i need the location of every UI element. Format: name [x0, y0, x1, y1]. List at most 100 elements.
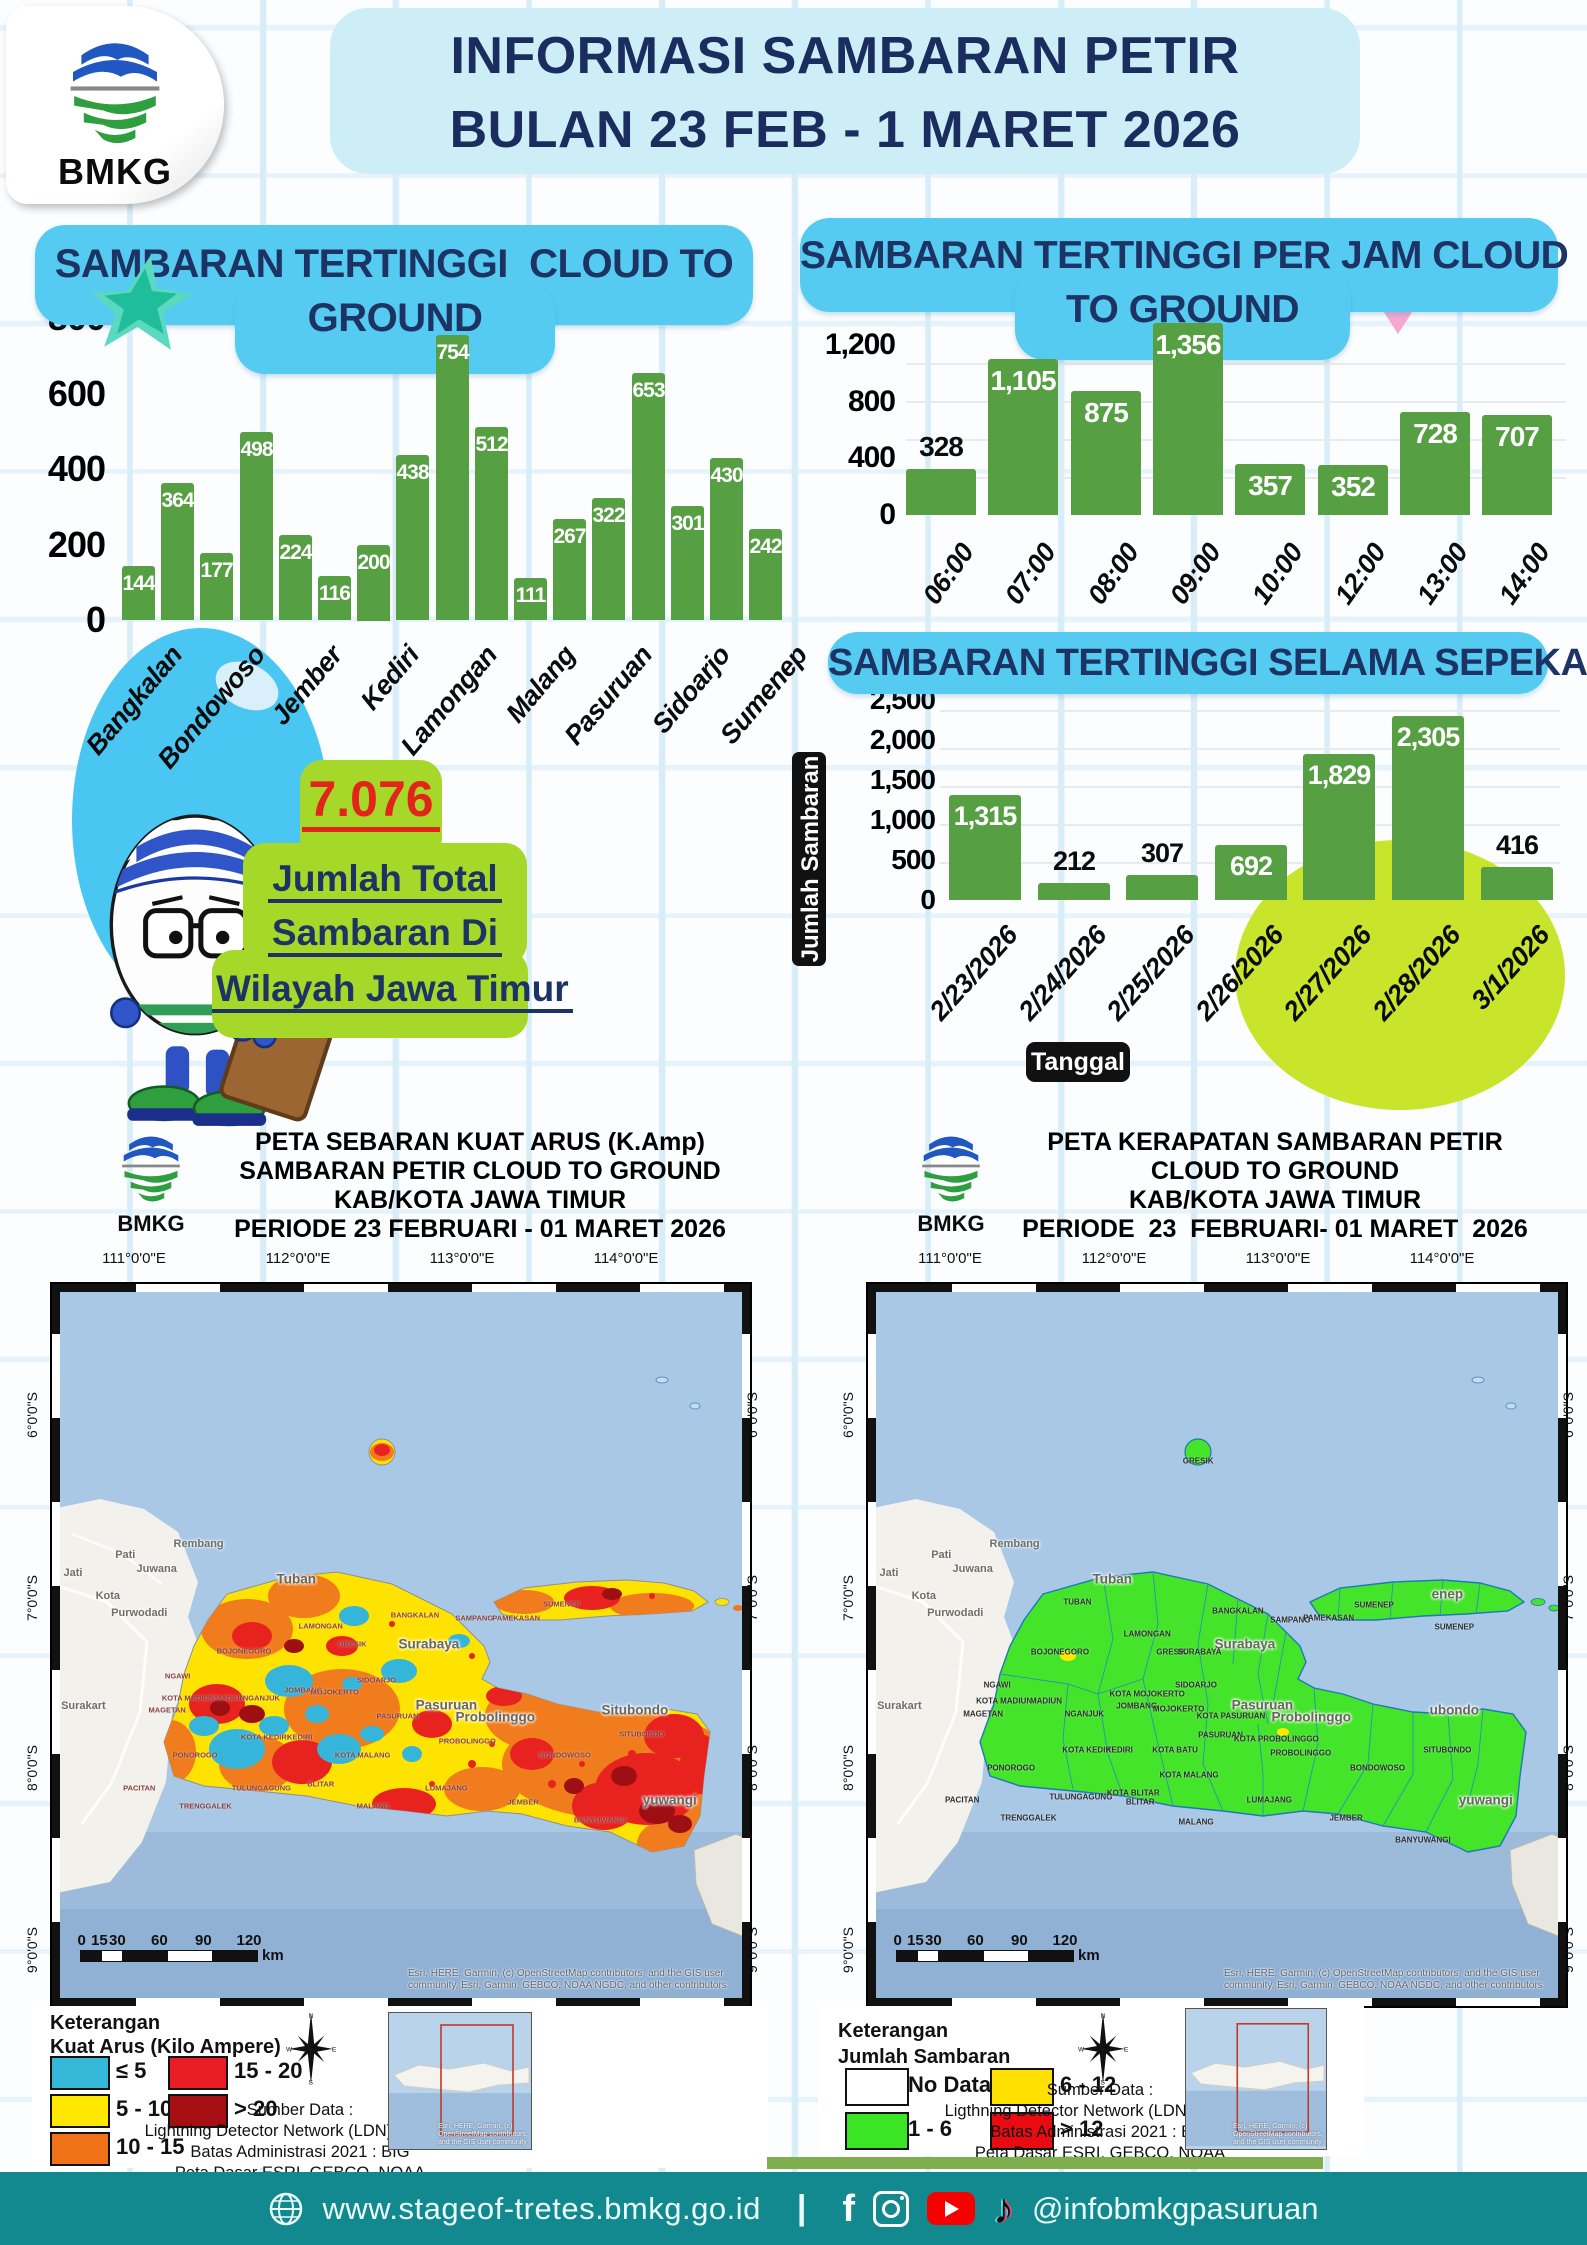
map-label-pacitan: PACITAN — [945, 1795, 980, 1805]
latitude-label: 8°0'0"S — [840, 1745, 856, 1791]
map-label-purwodadi: Purwodadi — [111, 1606, 168, 1619]
y-axis-tick: 400 — [47, 448, 106, 489]
bar-16: 242 — [749, 529, 783, 620]
chart1-title-line2: GROUND — [307, 296, 483, 340]
scale-tick: 30 — [924, 1932, 942, 1949]
map-label-bojonegoro: BOJONEGORO — [216, 1646, 272, 1656]
poster-title-line1: INFORMASI SAMBARAN PETIR — [450, 27, 1240, 85]
longitude-label: 113°0'0"E — [1245, 1250, 1311, 1267]
left-legend-title2: Kuat Arus (Kilo Ampere) — [50, 2036, 281, 2058]
map-label-sidoarjo: SIDOARJO — [1175, 1680, 1217, 1690]
bar-2: 177 — [200, 553, 234, 620]
latitude-label: 6°0'0"S — [24, 1392, 40, 1438]
y-axis-tick: 200 — [47, 524, 106, 565]
map-label-ngawi: NGAWI — [983, 1680, 1011, 1690]
y-axis-tick: 400 — [847, 441, 896, 474]
bar-value-label: 224 — [279, 541, 312, 564]
map-label-trenggalek: TRENGGALEK — [1000, 1813, 1057, 1823]
bmkg-logo-text: BMKG — [58, 151, 172, 192]
bar-value-label: 177 — [200, 559, 233, 582]
map-label-probolinggo: Probolinggo — [455, 1709, 535, 1725]
tiktok-icon[interactable]: ♪ — [993, 2184, 1014, 2232]
map-label-kota-blitar: KOTA BLITAR — [1106, 1788, 1160, 1798]
map-label-sumenep: SUMENEP — [1434, 1622, 1475, 1632]
bar-11: 267 — [553, 519, 587, 620]
map-label-surabaya: Surabaya — [1214, 1636, 1276, 1652]
longitude-label: 111°0'0"E — [102, 1250, 166, 1267]
source-line: Sumber Data : — [1046, 2081, 1154, 2099]
inset-attribution: Esri, HERE, Garmin, (c) OpenStreetMap co… — [1233, 2123, 1323, 2146]
map-label-sumenep: SUMENEP — [542, 1599, 581, 1609]
latitude-label: 9°0'0"S — [840, 1927, 856, 1973]
left-legend-title1: Keterangan — [50, 2012, 161, 2034]
scale-tick: 120 — [236, 1932, 262, 1949]
map-label-kota-mojokerto: KOTA MOJOKERTO — [1109, 1689, 1185, 1699]
map-label-kota-probolinggo: KOTA PROBOLINGGO — [1233, 1734, 1319, 1744]
left-map-title: PETA SEBARAN KUAT ARUS (K.Amp) SAMBARAN … — [215, 1128, 745, 1244]
right-legend-title2: Jumlah Sambaran — [838, 2046, 1011, 2068]
map-label-kediri: KEDIRI — [1105, 1745, 1133, 1755]
chart3-ylabel-chip: Jumlah Sambaran — [792, 752, 826, 966]
map-label-kota-malang: KOTA MALANG — [1159, 1770, 1219, 1780]
map-label-jember: JEMBER — [1329, 1813, 1363, 1823]
map-label-kediri: KEDIRI — [287, 1732, 313, 1742]
map-label-sampang: SAMPANG — [455, 1613, 494, 1623]
green-divider — [767, 2157, 1323, 2169]
poster-title-chip: INFORMASI SAMBARAN PETIR BULAN 23 FEB - … — [330, 8, 1360, 174]
callout-box-bottom — [212, 950, 528, 1038]
footer-social-handle[interactable]: @infobmkgpasuruan — [1032, 2190, 1319, 2226]
map-label-nganjuk: NGANJUK — [242, 1693, 280, 1703]
map-label-tulungagung: TULUNGAGUNG — [231, 1783, 291, 1793]
poster-title-line2: BULAN 23 FEB - 1 MARET 2026 — [449, 101, 1241, 159]
bar-value-label: 116 — [319, 582, 351, 605]
footer-website-link[interactable]: www.stageof-tretes.bmkg.go.id — [322, 2190, 761, 2226]
map-label-pasuruan: Pasuruan — [415, 1697, 478, 1713]
map-label-ngawi: NGAWI — [164, 1671, 191, 1681]
right-map-labels: Pati Juwana Rembang Jati Kota Purwodadi Suraka… — [868, 1284, 1566, 2006]
map-label-probolinggo: Probolinggo — [1271, 1709, 1351, 1725]
bar-5: 116 — [318, 576, 351, 620]
right-map-scalebar: 0 15 30 60 90 120 km — [893, 1932, 1136, 1964]
scale-unit: km — [1078, 1947, 1100, 1964]
x-axis-tick: Sumenep — [714, 640, 813, 750]
right-map-title-line2: CLOUD TO GROUND — [1150, 1157, 1400, 1185]
instagram-icon[interactable] — [873, 2190, 909, 2227]
map-label-bangkalan: BANGKALAN — [1212, 1606, 1264, 1616]
longitude-label: 112°0'0"E — [265, 1250, 331, 1267]
map-label-probolinggo: PROBOLINGGO — [1270, 1748, 1332, 1758]
longitude-label: 113°0'0"E — [429, 1250, 495, 1267]
latitude-label: 7°0'0"S — [840, 1575, 856, 1621]
total-strikes-line1: Jumlah Total — [268, 858, 502, 903]
y-axis-tick: 1,200 — [824, 328, 896, 361]
footer-separator: | — [796, 2189, 807, 2227]
scale-tick: 0 — [77, 1932, 86, 1949]
map-label-kota: Kota — [95, 1589, 121, 1602]
left-map-title-line4: PERIODE 23 FEBRUARI - 01 MARET 2026 — [234, 1215, 726, 1243]
right-map-title: PETA KERAPATAN SAMBARAN PETIR CLOUD TO G… — [1010, 1128, 1540, 1244]
map-label-blitar: BLITAR — [307, 1779, 335, 1789]
facebook-icon[interactable]: f — [842, 2187, 855, 2230]
bmkg-logo-card: BMKG — [6, 6, 224, 204]
youtube-icon[interactable] — [927, 2192, 975, 2225]
chart2-title-line1: SAMBARAN TERTINGGI PER JAM CLOUD — [800, 234, 1569, 277]
source-line: Sumber Data : — [246, 2101, 354, 2119]
map-label-gresik: GRESIK — [337, 1639, 367, 1649]
globe-icon — [270, 2192, 303, 2225]
svg-text:S: S — [1101, 2080, 1106, 2087]
map-label-bondowoso: BONDOWOSO — [539, 1750, 591, 1760]
map-label-sumenep: SUMENEP — [1354, 1600, 1394, 1610]
x-axis-tick: 2/23/2026 — [923, 920, 1024, 1026]
map-label-jati: Jati — [63, 1566, 83, 1579]
total-strikes-line3: Wilayah Jawa Timur — [212, 968, 573, 1013]
map-label-mojokerto: MOJOKERTO — [310, 1687, 359, 1697]
chart3-title-chip — [828, 632, 1548, 694]
footer-bar: www.stageof-tretes.bmkg.go.id | f ♪ @inf… — [0, 2172, 1587, 2245]
svg-text:S: S — [309, 2080, 314, 2087]
bar-4: 224 — [279, 535, 313, 620]
x-axis-tick: Sidoarjo — [646, 640, 736, 739]
map-label-yuwangi: yuwangi — [642, 1792, 697, 1808]
bar-value-label: 144 — [122, 572, 155, 595]
scale-tick: 60 — [966, 1932, 984, 1949]
map-label-jombang: JOMBANG — [1116, 1701, 1158, 1711]
left-map-logo: BMKG — [96, 1124, 206, 1237]
